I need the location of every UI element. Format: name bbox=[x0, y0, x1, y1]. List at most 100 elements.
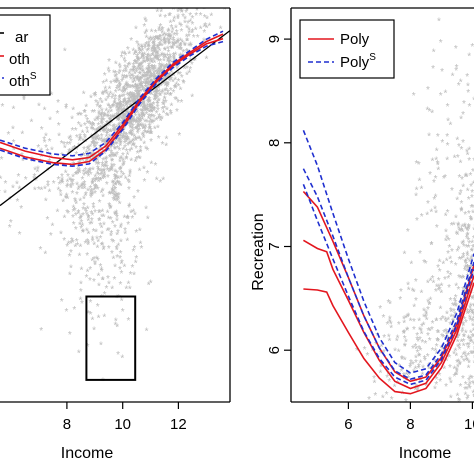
scatter-point: * bbox=[143, 177, 147, 188]
scatter-point: * bbox=[223, 5, 227, 16]
scatter-point: * bbox=[411, 344, 415, 355]
scatter-point: * bbox=[100, 293, 104, 304]
scatter-point: * bbox=[164, 81, 168, 92]
scatter-point: * bbox=[397, 347, 401, 358]
scatter-point: * bbox=[144, 205, 148, 216]
scatter-point: * bbox=[92, 227, 96, 238]
scatter-point: * bbox=[123, 226, 127, 237]
scatter-point: * bbox=[469, 254, 473, 265]
scatter-point: * bbox=[149, 78, 153, 89]
scatter-point: * bbox=[169, 19, 173, 30]
scatter-point: * bbox=[458, 361, 462, 372]
scatter-point: * bbox=[469, 216, 473, 227]
scatter-point: * bbox=[93, 189, 97, 200]
scatter-point: * bbox=[157, 57, 161, 68]
scatter-point: * bbox=[93, 259, 97, 270]
scatter-point: * bbox=[160, 62, 164, 73]
scatter-point: * bbox=[174, 80, 178, 91]
scatter-point: * bbox=[86, 187, 90, 198]
scatter-point: * bbox=[179, 42, 183, 53]
scatter-point: * bbox=[131, 83, 135, 94]
scatter-point: * bbox=[412, 303, 416, 314]
scatter-point: * bbox=[119, 221, 123, 232]
scatter-point: * bbox=[415, 331, 419, 342]
scatter-point: * bbox=[143, 102, 147, 113]
scatter-point: * bbox=[145, 110, 149, 121]
scatter-point: * bbox=[122, 123, 126, 134]
scatter-point: * bbox=[108, 189, 112, 200]
scatter-point: * bbox=[145, 76, 149, 87]
scatter-point: * bbox=[146, 57, 150, 68]
scatter-point: * bbox=[366, 351, 370, 362]
scatter-point: * bbox=[422, 321, 426, 332]
scatter-point: * bbox=[172, 54, 176, 65]
scatter-point: * bbox=[417, 352, 421, 363]
scatter-point: * bbox=[163, 31, 167, 42]
scatter-point: * bbox=[164, 77, 168, 88]
scatter-point: * bbox=[129, 90, 133, 101]
scatter-point: * bbox=[129, 36, 133, 47]
scatter-point: * bbox=[112, 125, 116, 136]
scatter-point: * bbox=[143, 128, 147, 139]
scatter-point: * bbox=[94, 135, 98, 146]
scatter-point: * bbox=[134, 136, 138, 147]
scatter-point: * bbox=[63, 47, 67, 58]
scatter-point: * bbox=[131, 108, 135, 119]
scatter-point: * bbox=[154, 89, 158, 100]
scatter-point: * bbox=[135, 59, 139, 70]
scatter-point: * bbox=[77, 208, 81, 219]
scatter-point: * bbox=[464, 391, 468, 402]
scatter-point: * bbox=[132, 99, 136, 110]
scatter-point: * bbox=[464, 172, 468, 183]
scatter-point: * bbox=[154, 54, 158, 65]
scatter-point: * bbox=[150, 105, 154, 116]
scatter-point: * bbox=[121, 111, 125, 122]
scatter-point: * bbox=[134, 125, 138, 136]
scatter-point: * bbox=[436, 328, 440, 339]
scatter-point: * bbox=[144, 123, 148, 134]
scatter-point: * bbox=[420, 288, 424, 299]
scatter-point: * bbox=[176, 70, 180, 81]
scatter-point: * bbox=[133, 77, 137, 88]
scatter-point: * bbox=[188, 57, 192, 68]
scatter-point: * bbox=[104, 123, 108, 134]
scatter-point: * bbox=[187, 41, 191, 52]
scatter-point: * bbox=[55, 208, 59, 219]
scatter-point: * bbox=[452, 350, 456, 361]
scatter-point: * bbox=[457, 245, 461, 256]
scatter-point: * bbox=[122, 92, 126, 103]
scatter-point: * bbox=[163, 95, 167, 106]
scatter-point: * bbox=[145, 54, 149, 65]
scatter-point: * bbox=[162, 2, 166, 13]
scatter-point: * bbox=[162, 70, 166, 81]
scatter-point: * bbox=[77, 167, 81, 178]
scatter-point: * bbox=[413, 342, 417, 353]
scatter-point: * bbox=[143, 44, 147, 55]
scatter-point: * bbox=[97, 216, 101, 227]
scatter-point: * bbox=[183, 65, 187, 76]
scatter-point: * bbox=[75, 145, 79, 156]
scatter-point: * bbox=[118, 265, 122, 276]
scatter-point: * bbox=[129, 209, 133, 220]
scatter-point: * bbox=[463, 385, 467, 396]
scatter-point: * bbox=[148, 90, 152, 101]
scatter-point: * bbox=[122, 112, 126, 123]
scatter-point: * bbox=[120, 109, 124, 120]
scatter-point: * bbox=[164, 62, 168, 73]
scatter-point: * bbox=[147, 52, 151, 63]
scatter-point: * bbox=[124, 137, 128, 148]
scatter-point: * bbox=[121, 171, 125, 182]
scatter-point: * bbox=[168, 33, 172, 44]
scatter-point: * bbox=[444, 227, 448, 238]
scatter-point: * bbox=[437, 286, 441, 297]
scatter-point: * bbox=[472, 226, 474, 237]
scatter-point: * bbox=[121, 161, 125, 172]
scatter-point: * bbox=[51, 221, 55, 232]
scatter-point: * bbox=[121, 307, 125, 318]
scatter-point: * bbox=[199, 11, 203, 22]
scatter-point: * bbox=[155, 116, 159, 127]
scatter-point: * bbox=[432, 178, 436, 189]
scatter-point: * bbox=[176, 77, 180, 88]
scatter-point: * bbox=[414, 345, 418, 356]
scatter-point: * bbox=[461, 227, 465, 238]
